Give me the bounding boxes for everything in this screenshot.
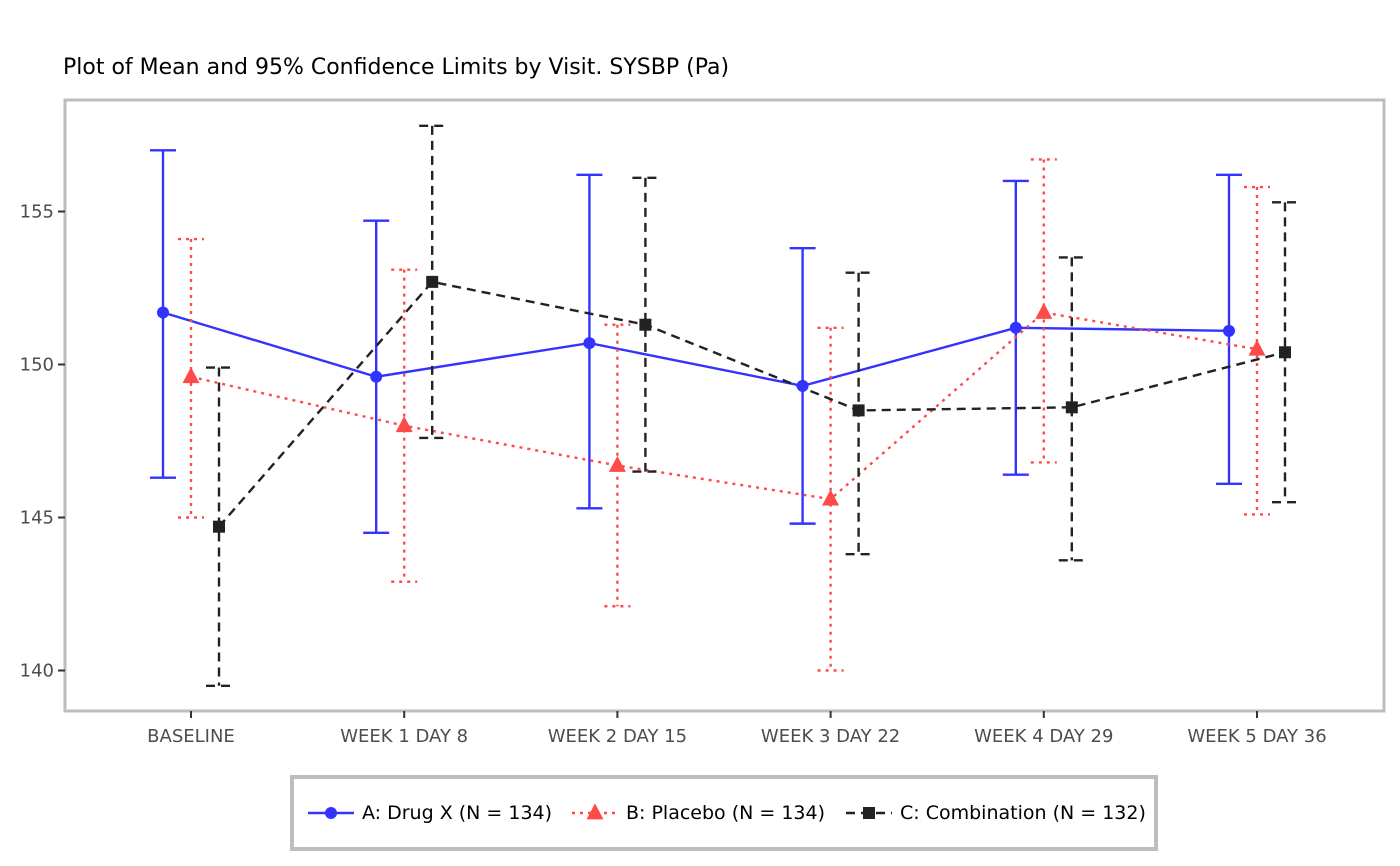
x-tick-label: WEEK 5 DAY 36 xyxy=(1187,726,1326,747)
data-point-circle xyxy=(1009,321,1022,334)
chart-title: Plot of Mean and 95% Confidence Limits b… xyxy=(63,55,730,80)
x-tick-label: WEEK 3 DAY 22 xyxy=(761,726,900,747)
data-point-square xyxy=(639,318,652,331)
legend-key-combination xyxy=(846,807,892,819)
x-tick-label: BASELINE xyxy=(147,726,235,747)
y-tick-label: 145 xyxy=(20,508,54,529)
data-point-circle xyxy=(796,379,809,392)
y-tick-label: 150 xyxy=(20,355,54,376)
legend-key-drug-x xyxy=(308,807,354,819)
legend-label-drug-x: A: Drug X (N = 134) xyxy=(362,802,553,824)
legend: A: Drug X (N = 134) B: Placebo (N = 134)… xyxy=(290,775,1158,851)
plot-panel-border xyxy=(63,98,1386,713)
data-point-triangle xyxy=(822,489,840,506)
data-point-triangle xyxy=(395,416,413,433)
legend-item-placebo: B: Placebo (N = 134) xyxy=(570,779,825,847)
data-point-triangle xyxy=(1035,302,1053,319)
legend-key-marker xyxy=(586,803,604,820)
series-line xyxy=(162,311,1230,388)
x-tick-label: WEEK 2 DAY 15 xyxy=(548,726,687,747)
legend-key-marker xyxy=(863,807,875,819)
x-tick-label: WEEK 4 DAY 29 xyxy=(974,726,1113,747)
data-point-circle xyxy=(370,370,383,383)
data-point-square xyxy=(1279,346,1291,359)
x-tick-label: WEEK 1 DAY 8 xyxy=(340,726,468,747)
legend-key-marker xyxy=(325,807,337,819)
legend-item-drug-x: A: Drug X (N = 134) xyxy=(306,779,552,847)
series-line xyxy=(190,311,1258,501)
y-tick-label: 155 xyxy=(20,202,54,223)
axes-layer: 140 145 150 155 BASELINE WEEK 1 DAY 8 WEEK 2 D… xyxy=(20,202,1327,748)
data-point-circle xyxy=(157,306,169,319)
data-point-square xyxy=(852,404,865,417)
legend-key-placebo xyxy=(572,803,618,820)
data-point-square xyxy=(213,520,225,533)
data-point-triangle xyxy=(608,455,626,472)
data-point-circle xyxy=(1223,324,1235,337)
legend-label-placebo: B: Placebo (N = 134) xyxy=(626,802,826,824)
data-point-square xyxy=(1065,401,1078,414)
data-point-circle xyxy=(583,337,596,350)
data-point-square xyxy=(426,275,439,288)
legend-label-combination: C: Combination (N = 132) xyxy=(900,802,1146,824)
data-point-triangle xyxy=(182,367,200,384)
y-tick-label: 140 xyxy=(20,661,54,682)
data-point-triangle xyxy=(1248,339,1266,356)
series-line xyxy=(218,280,1286,528)
legend-item-combination: C: Combination (N = 132) xyxy=(844,779,1146,847)
series-layer xyxy=(150,124,1298,687)
